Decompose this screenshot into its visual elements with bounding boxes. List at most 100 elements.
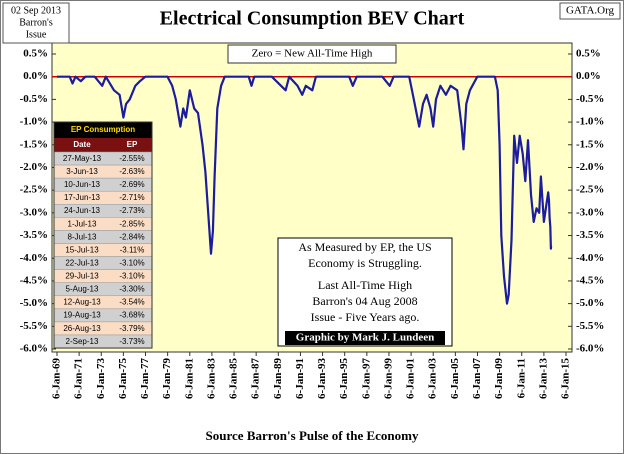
y-tick-label: -4.5%: [20, 274, 48, 286]
table-cell: 2-Sep-13: [66, 337, 99, 346]
table-title-bg: [54, 122, 152, 138]
y-tick-label: 0.5%: [23, 48, 48, 60]
y-tick-label: -3.0%: [20, 206, 48, 218]
subtitle: Zero = New All-Time High: [252, 48, 373, 60]
table-cell: -3.68%: [119, 311, 144, 320]
x-tick-label: 6-Jan-69: [51, 358, 63, 399]
y-tick-label: -3.5%: [20, 229, 48, 241]
x-tick-label: 6-Jan-97: [360, 358, 372, 399]
x-tick-label: 6-Jan-09: [493, 358, 505, 399]
y2-tick-label: -1.0%: [576, 116, 604, 128]
y2-tick-label: -2.0%: [576, 161, 604, 173]
y-tick-label: -5.0%: [20, 297, 48, 309]
x-axis-label: Source Barron's Pulse of the Economy: [206, 428, 419, 443]
table-cell: 19-Aug-13: [63, 311, 101, 320]
y2-tick-label: -3.0%: [576, 206, 604, 218]
x-tick-label: 6-Jan-95: [338, 358, 350, 399]
table-cell: 24-Jun-13: [64, 206, 101, 215]
note-line: As Measured by EP, the US: [298, 240, 431, 254]
y-tick-label: -1.5%: [20, 138, 48, 150]
y-tick-label: -6.0%: [20, 343, 48, 355]
y-tick-label: -2.5%: [20, 184, 48, 196]
table-cell: 5-Aug-13: [66, 285, 99, 294]
table-cell: -2.63%: [119, 167, 144, 176]
series-line: [57, 75, 553, 305]
table-border: [53, 121, 153, 349]
table-header: EP: [127, 140, 138, 149]
y2-tick-label: -2.5%: [576, 184, 604, 196]
table-cell: -3.10%: [119, 258, 144, 267]
y2-tick-label: 0.0%: [576, 70, 601, 82]
table-cell: -2.85%: [119, 219, 144, 228]
chart-title: Electrical Consumption BEV Chart: [160, 8, 465, 30]
x-tick-label: 6-Jan-15: [560, 358, 572, 399]
x-tick-label: 6-Jan-73: [95, 358, 107, 399]
x-tick-label: 6-Jan-71: [73, 358, 85, 399]
x-tick-label: 6-Jan-91: [294, 358, 306, 399]
y-tick-label: -0.5%: [20, 93, 48, 105]
table-cell: 8-Jul-13: [68, 232, 97, 241]
x-tick-label: 6-Jan-07: [471, 358, 483, 399]
x-tick-label: 6-Jan-85: [228, 358, 240, 399]
table-cell: -3.79%: [119, 324, 144, 333]
y2-tick-label: -5.0%: [576, 297, 604, 309]
subtitle-box: [227, 44, 397, 64]
date-line: 02 Sep 2013: [11, 5, 61, 16]
table-cell: 3-Jun-13: [66, 167, 98, 176]
x-tick-label: 6-Jan-93: [316, 358, 328, 399]
y2-tick-label: 0.5%: [576, 48, 601, 60]
date-line: Issue: [26, 29, 47, 40]
note-line: Issue - Five Years ago.: [311, 310, 420, 324]
y-tick-label: -4.0%: [20, 252, 48, 264]
table-cell: 17-Jun-13: [64, 193, 101, 202]
date-box: [2, 2, 70, 44]
y2-tick-label: -4.0%: [576, 252, 604, 264]
x-tick-label: 6-Jan-75: [117, 358, 129, 399]
y2-tick-label: -4.5%: [576, 274, 604, 286]
table-cell: 1-Jul-13: [68, 219, 97, 228]
y-tick-label: -2.0%: [20, 161, 48, 173]
table-header: Date: [73, 140, 91, 149]
y2-tick-label: -5.5%: [576, 320, 604, 332]
table-cell: 22-Jul-13: [65, 258, 99, 267]
y2-tick-label: -0.5%: [576, 93, 604, 105]
table-cell: -2.55%: [119, 154, 144, 163]
x-tick-label: 6-Jan-79: [161, 358, 173, 399]
table-header-bg: [54, 138, 152, 152]
x-tick-label: 6-Jan-87: [250, 358, 262, 399]
table-cell: 26-Aug-13: [63, 324, 101, 333]
table-cell: 10-Jun-13: [64, 180, 101, 189]
credit: Graphic by Mark J. Lundeen: [296, 332, 434, 344]
x-tick-label: 6-Jan-83: [205, 358, 217, 399]
x-tick-label: 6-Jan-81: [183, 358, 195, 399]
layer: 0.5% 0.5% 0.0% 0.0% -0.5% -0.5% -1.0% -1.0% -1.5…: [20, 48, 605, 399]
notes-box: [277, 237, 453, 347]
note-line: Economy is Struggling.: [308, 256, 422, 270]
note-line: Last All-Time High: [318, 278, 412, 292]
table-cell: 27-May-13: [63, 154, 102, 163]
x-tick-label: 6-Jan-99: [382, 358, 394, 399]
table-cell: -2.69%: [119, 180, 144, 189]
table-cell: -3.30%: [119, 285, 144, 294]
table-cell: 29-Jul-13: [65, 272, 99, 281]
table-cell: -3.73%: [119, 337, 144, 346]
y-tick-label: -5.5%: [20, 320, 48, 332]
credit-bg: [285, 331, 445, 345]
date-line: Barron's: [19, 17, 53, 28]
x-tick-label: 6-Jan-11: [515, 358, 527, 398]
y-tick-label: 0.0%: [23, 70, 48, 82]
note-line: Barron's 04 Aug 2008: [312, 294, 417, 308]
x-tick-label: 6-Jan-01: [405, 358, 417, 399]
table-cell: -2.73%: [119, 206, 144, 215]
table-cell: -3.11%: [120, 245, 145, 254]
x-tick-label: 6-Jan-13: [537, 358, 549, 399]
x-tick-label: 6-Jan-03: [427, 358, 439, 399]
y-tick-label: -1.0%: [20, 116, 48, 128]
y2-tick-label: -1.5%: [576, 138, 604, 150]
table-cell: 15-Jul-13: [65, 245, 99, 254]
x-tick-label: 6-Jan-05: [449, 358, 461, 399]
x-tick-label: 6-Jan-89: [272, 358, 284, 399]
table-cell: -2.71%: [119, 193, 144, 202]
site-box: [559, 2, 621, 20]
